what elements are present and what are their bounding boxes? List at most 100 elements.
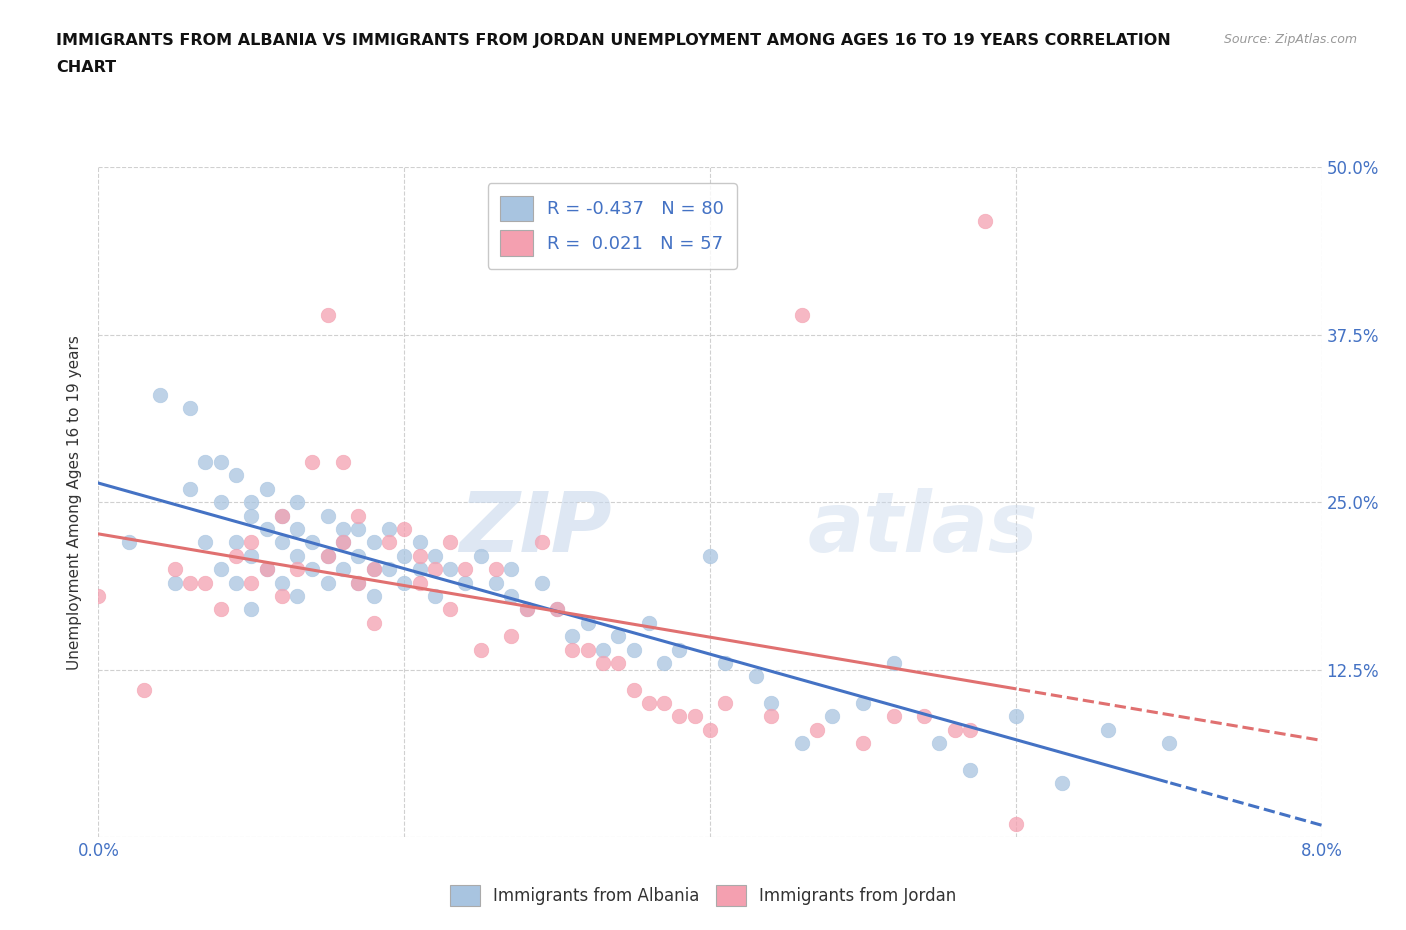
Point — [363, 535, 385, 550]
Point — [240, 602, 263, 617]
Point — [316, 549, 339, 564]
Point — [423, 589, 446, 604]
Point — [852, 696, 875, 711]
Point — [378, 522, 401, 537]
Point — [576, 642, 599, 657]
Point — [1157, 736, 1180, 751]
Text: CHART: CHART — [56, 60, 117, 75]
Point — [179, 401, 201, 416]
Point — [561, 629, 583, 644]
Point — [928, 736, 950, 751]
Point — [439, 602, 461, 617]
Point — [1050, 776, 1073, 790]
Point — [790, 307, 813, 322]
Point — [1004, 817, 1026, 831]
Point — [974, 214, 997, 229]
Point — [683, 709, 706, 724]
Point — [546, 602, 568, 617]
Point — [270, 508, 294, 523]
Point — [668, 709, 690, 724]
Point — [316, 508, 339, 523]
Point — [637, 616, 661, 631]
Point — [163, 575, 186, 590]
Point — [454, 575, 477, 590]
Y-axis label: Unemployment Among Ages 16 to 19 years: Unemployment Among Ages 16 to 19 years — [67, 335, 83, 670]
Point — [1097, 723, 1119, 737]
Point — [470, 549, 492, 564]
Point — [149, 388, 172, 403]
Point — [194, 455, 217, 470]
Point — [225, 535, 247, 550]
Point — [378, 535, 401, 550]
Point — [332, 535, 354, 550]
Point — [347, 549, 370, 564]
Point — [240, 508, 263, 523]
Point — [363, 562, 385, 577]
Text: IMMIGRANTS FROM ALBANIA VS IMMIGRANTS FROM JORDAN UNEMPLOYMENT AMONG AGES 16 TO : IMMIGRANTS FROM ALBANIA VS IMMIGRANTS FR… — [56, 33, 1171, 47]
Point — [301, 535, 323, 550]
Point — [623, 642, 645, 657]
Point — [378, 562, 401, 577]
Point — [179, 575, 201, 590]
Point — [225, 575, 247, 590]
Point — [392, 522, 416, 537]
Point — [501, 629, 523, 644]
Point — [285, 495, 308, 510]
Point — [652, 656, 675, 671]
Point — [240, 495, 263, 510]
Point — [194, 575, 217, 590]
Point — [118, 535, 141, 550]
Point — [912, 709, 935, 724]
Point — [270, 575, 294, 590]
Point — [790, 736, 813, 751]
Point — [256, 562, 278, 577]
Point — [256, 522, 278, 537]
Point — [332, 522, 354, 537]
Point — [561, 642, 583, 657]
Point — [347, 508, 370, 523]
Point — [209, 495, 232, 510]
Point — [501, 562, 523, 577]
Point — [668, 642, 690, 657]
Point — [316, 549, 339, 564]
Point — [592, 656, 614, 671]
Point — [363, 589, 385, 604]
Point — [652, 696, 675, 711]
Point — [714, 696, 737, 711]
Point — [821, 709, 844, 724]
Point — [607, 656, 630, 671]
Point — [485, 575, 508, 590]
Point — [592, 642, 614, 657]
Point — [209, 455, 232, 470]
Point — [209, 602, 232, 617]
Point — [209, 562, 232, 577]
Point — [1004, 709, 1026, 724]
Point — [959, 763, 981, 777]
Point — [270, 535, 294, 550]
Point — [943, 723, 966, 737]
Point — [163, 562, 186, 577]
Point — [301, 562, 323, 577]
Point — [408, 575, 430, 590]
Point — [759, 709, 782, 724]
Point — [225, 549, 247, 564]
Point — [316, 307, 339, 322]
Point — [316, 575, 339, 590]
Point — [637, 696, 661, 711]
Point — [134, 683, 156, 698]
Point — [392, 549, 416, 564]
Point — [439, 535, 461, 550]
Point — [883, 709, 905, 724]
Point — [623, 683, 645, 698]
Point — [270, 508, 294, 523]
Point — [423, 549, 446, 564]
Point — [332, 535, 354, 550]
Text: atlas: atlas — [808, 488, 1039, 569]
Point — [408, 549, 430, 564]
Point — [806, 723, 828, 737]
Point — [530, 535, 553, 550]
Point — [285, 549, 308, 564]
Point — [363, 616, 385, 631]
Point — [240, 535, 263, 550]
Point — [240, 549, 263, 564]
